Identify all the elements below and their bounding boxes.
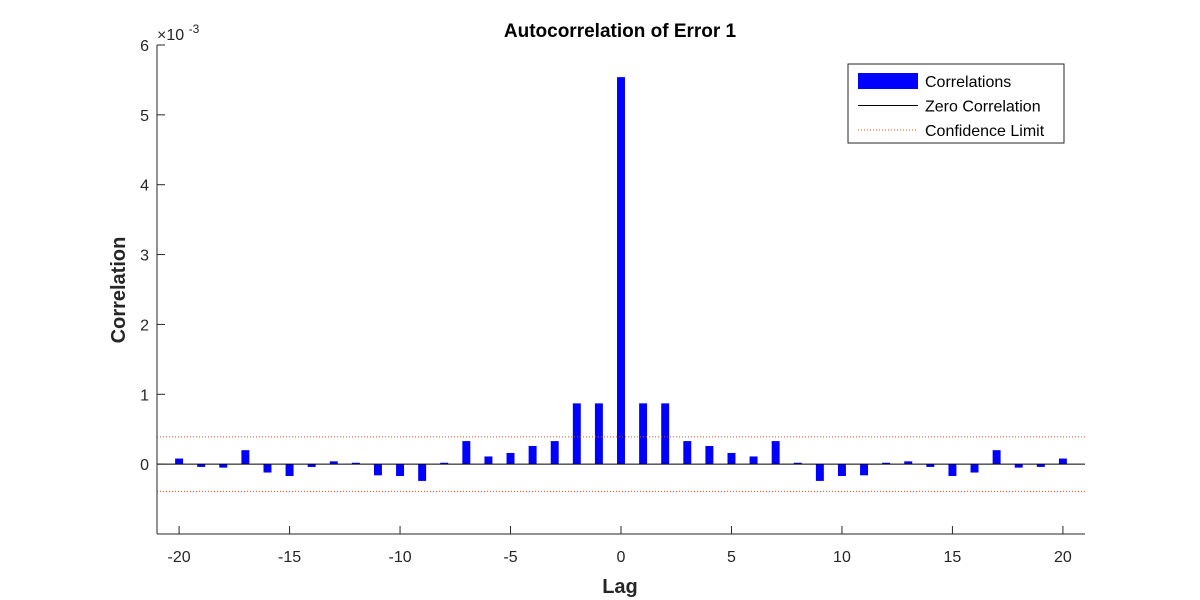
x-tick-label: 10 (833, 549, 851, 566)
svg-text:×10 -3: ×10 -3 (157, 22, 200, 44)
x-tick-label: 15 (944, 549, 962, 566)
correlation-bar (594, 403, 603, 465)
x-tick-label: 5 (727, 549, 736, 566)
correlation-bar (771, 441, 780, 465)
correlation-bar (882, 462, 891, 465)
y-tick-label: 3 (140, 248, 149, 265)
y-exponent-prefix: ×10 (157, 27, 184, 44)
correlation-bar (617, 77, 625, 465)
correlation-bar (506, 452, 515, 465)
correlation-bar (793, 462, 802, 465)
correlation-bar (1036, 464, 1045, 467)
x-tick-label: 20 (1054, 549, 1072, 566)
legend-swatch-correlations (858, 73, 918, 89)
correlation-bar (970, 464, 979, 473)
x-tick-label: -20 (168, 549, 191, 566)
correlation-bar (285, 464, 294, 477)
correlation-bar (860, 464, 869, 476)
correlation-bar (329, 461, 338, 465)
y-tick-label: 4 (140, 178, 149, 195)
correlation-bar (572, 403, 581, 465)
correlation-bar (639, 403, 648, 465)
correlation-bar (351, 462, 360, 465)
y-exponent-label: ×10 -3 (157, 22, 200, 44)
correlation-bar (1014, 464, 1023, 468)
correlation-bar (418, 464, 427, 481)
correlation-bar (661, 403, 670, 465)
chart-title: Autocorrelation of Error 1 (504, 21, 737, 42)
correlation-bar (373, 464, 382, 476)
legend-label: Zero Correlation (925, 99, 1041, 116)
x-tick-label: -15 (278, 549, 301, 566)
bars-group (175, 77, 1067, 481)
x-tick-label: 0 (617, 549, 626, 566)
correlation-bar (705, 445, 714, 465)
x-tick-label: -10 (388, 549, 411, 566)
correlation-bar (197, 464, 206, 467)
y-tick-label: 6 (140, 38, 149, 55)
x-axis-label: Lag (602, 576, 638, 598)
y-tick-label: 2 (140, 317, 149, 334)
correlation-bar (948, 464, 957, 477)
correlation-bar (175, 458, 184, 465)
y-tick-label: 5 (140, 108, 149, 125)
correlation-bar (263, 464, 272, 473)
correlation-bar (1058, 458, 1067, 465)
correlation-bar (241, 450, 250, 465)
legend-label: Confidence Limit (925, 123, 1045, 140)
legend-label: Correlations (925, 74, 1011, 91)
correlation-bar (992, 450, 1001, 465)
correlation-bar (396, 464, 405, 477)
correlation-bar (683, 441, 692, 465)
correlation-bar (815, 464, 824, 481)
correlation-bar (749, 456, 758, 465)
correlation-bar (926, 464, 935, 467)
x-ticks: -20 -15 -10 -5 0 5 10 15 20 (168, 526, 1072, 566)
y-tick-label: 0 (140, 457, 149, 474)
y-ticks: 0 1 2 3 4 5 6 (140, 38, 165, 474)
y-tick-label: 1 (140, 387, 149, 404)
correlation-bar (904, 461, 913, 465)
legend: Correlations Zero Correlation Confidence L… (847, 63, 1065, 144)
correlation-bar (307, 464, 316, 467)
correlation-bar (462, 441, 471, 465)
correlation-bar (484, 456, 493, 465)
correlation-bar (528, 445, 537, 465)
correlation-bar (440, 462, 449, 465)
x-tick-label: -5 (503, 549, 517, 566)
y-exponent-power: -3 (189, 22, 200, 36)
correlation-bar (837, 464, 846, 477)
correlation-bar (219, 464, 228, 468)
correlation-bar (727, 452, 736, 465)
reference-lines (157, 436, 1085, 492)
y-axis-label: Correlation (108, 237, 130, 344)
correlation-bar (550, 441, 559, 465)
